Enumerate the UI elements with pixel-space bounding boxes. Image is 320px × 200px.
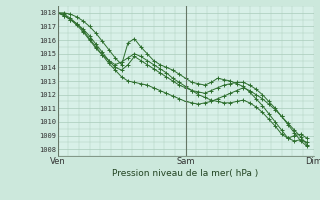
X-axis label: Pression niveau de la mer( hPa ): Pression niveau de la mer( hPa ) bbox=[112, 169, 259, 178]
